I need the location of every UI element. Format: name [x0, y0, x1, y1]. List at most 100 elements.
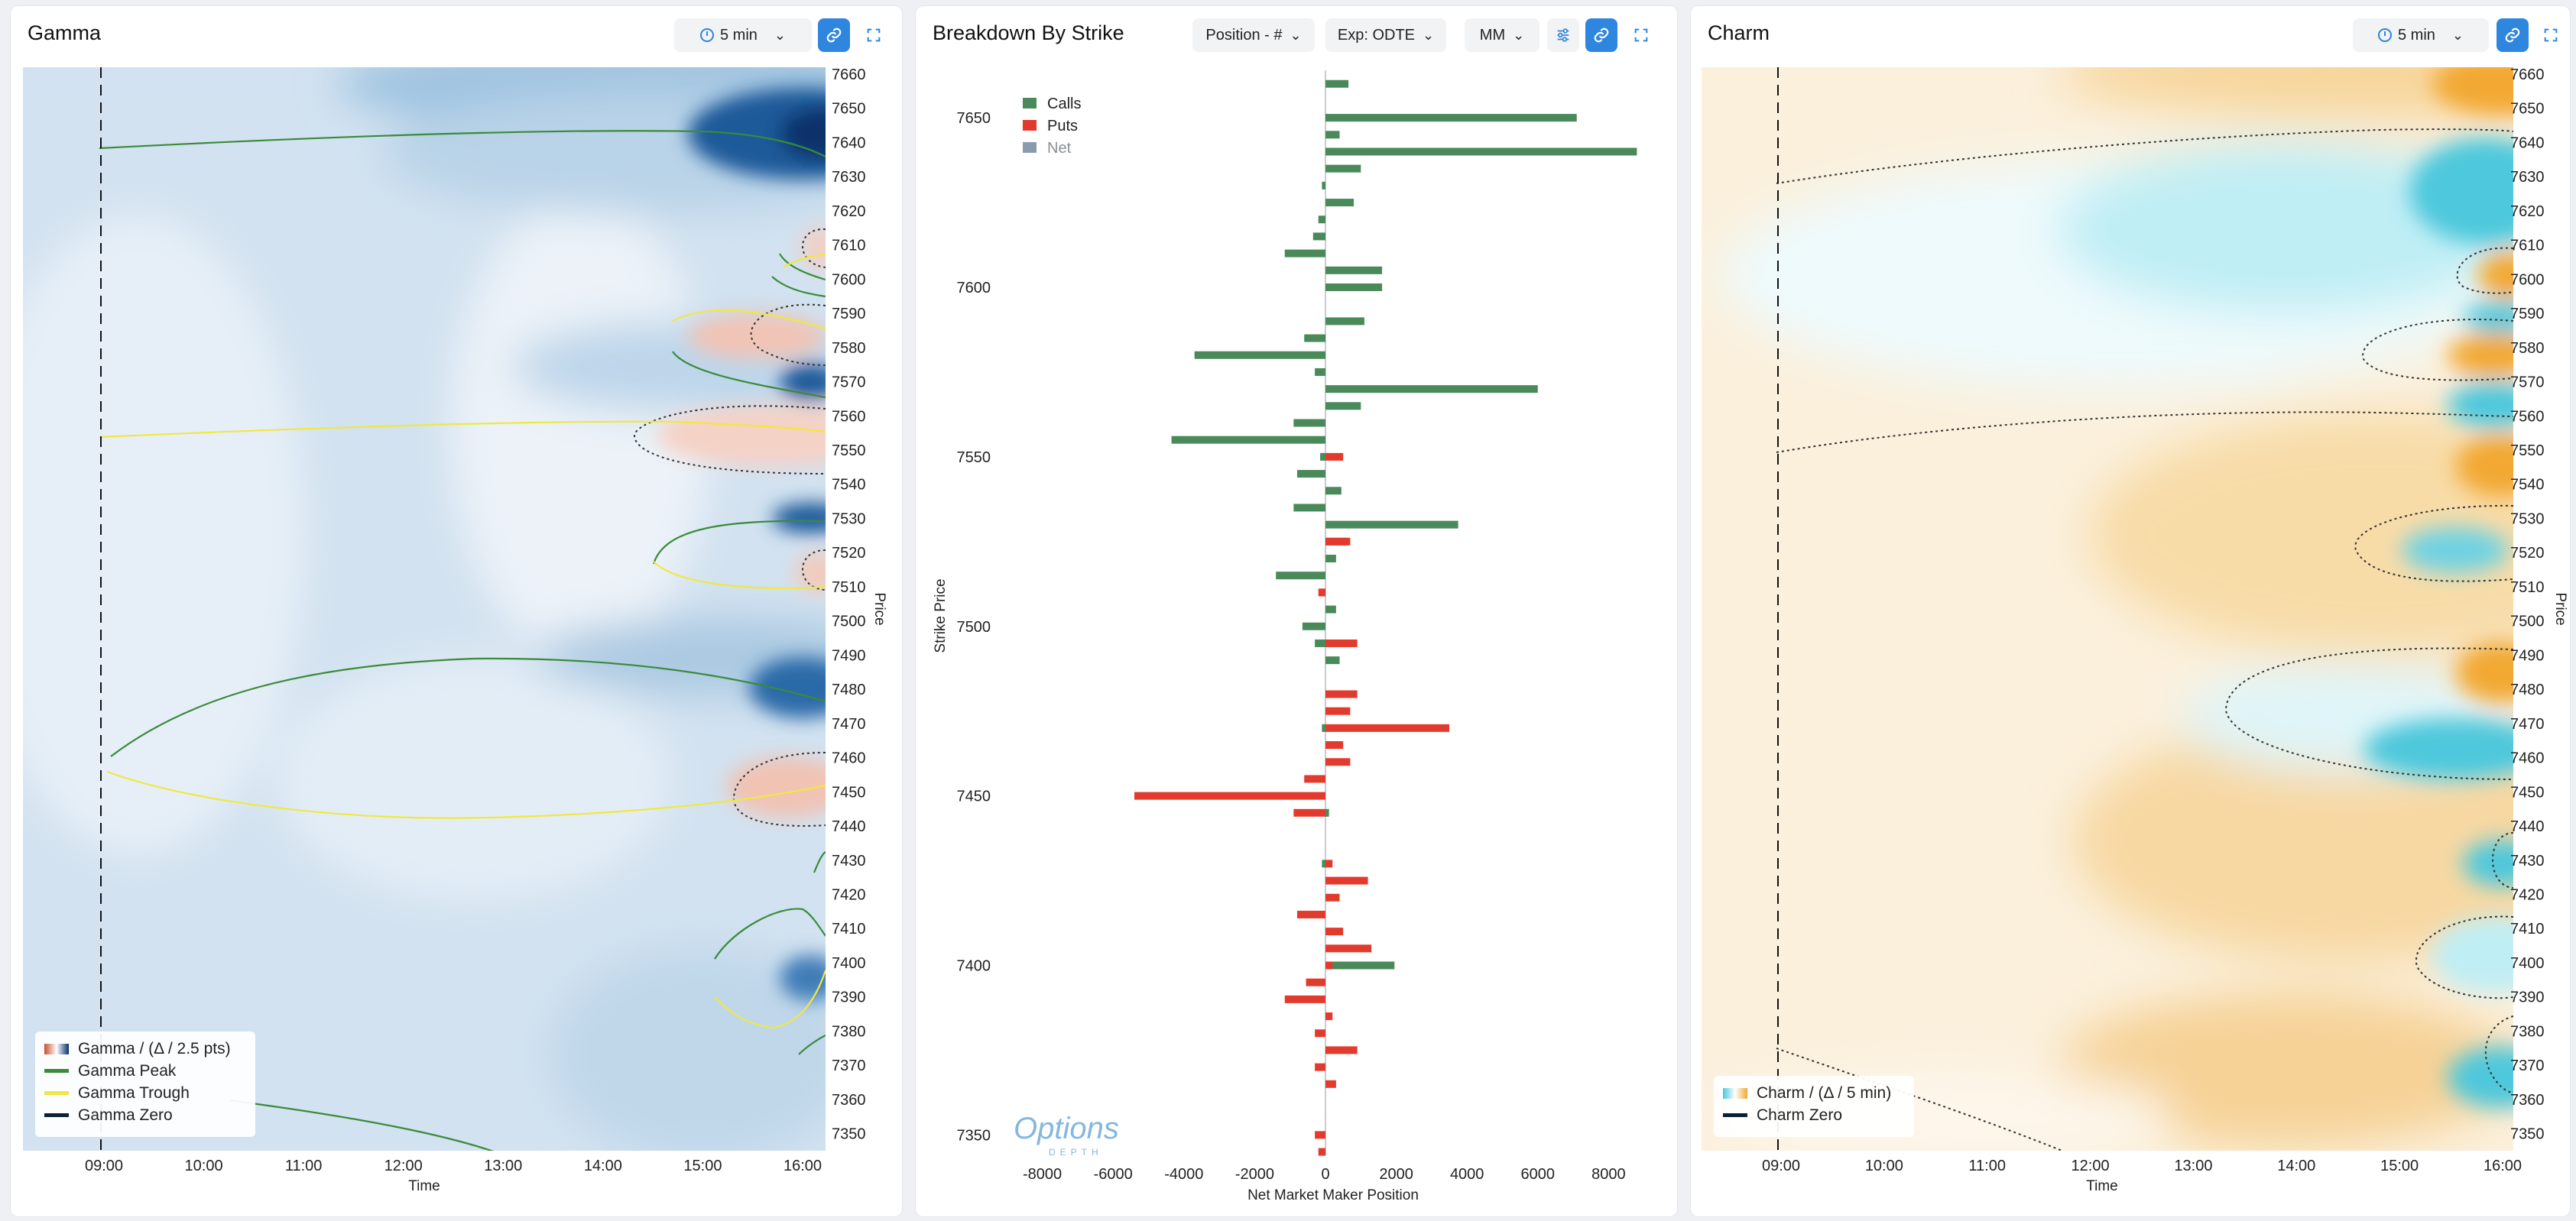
puts-bar[interactable] [1325, 639, 1358, 647]
calls-bar[interactable] [1325, 656, 1340, 665]
mm-select[interactable]: MM ⌄ [1465, 18, 1539, 52]
strike-tick-label: 7650 [957, 110, 991, 127]
calls-bar[interactable] [1325, 487, 1342, 495]
position-select[interactable]: Position - # ⌄ [1192, 18, 1315, 52]
puts-bar[interactable] [1325, 707, 1351, 715]
calls-bar[interactable] [1325, 131, 1340, 139]
gamma-heatmap [23, 67, 826, 1151]
calls-bar[interactable] [1325, 402, 1361, 410]
strike-tick-label: 7500 [957, 619, 991, 636]
calls-bar[interactable] [1325, 79, 1349, 88]
puts-bar[interactable] [1293, 808, 1325, 817]
strike-tick-label: 7550 [957, 449, 991, 466]
calls-bar[interactable] [1315, 639, 1325, 647]
calls-bar[interactable] [1325, 555, 1336, 562]
breakdown-expand-button[interactable] [1625, 18, 1657, 52]
calls-bar[interactable] [1325, 605, 1336, 614]
puts-bar[interactable] [1306, 978, 1325, 986]
calls-bar[interactable] [1318, 215, 1325, 224]
puts-bar[interactable] [1325, 1046, 1358, 1054]
puts-bar[interactable] [1318, 588, 1325, 597]
puts-bar[interactable] [1325, 961, 1333, 970]
charm-chart[interactable]: 7660 7650 7640 7630 7620 7610 7600 7590 7580 7570… [1691, 0, 2576, 1221]
charm-ytick-label: 7600 [2510, 271, 2545, 288]
legend-calls[interactable]: Calls [1047, 96, 1081, 112]
calls-bar[interactable] [1194, 351, 1325, 359]
charm-ytick-label: 7630 [2510, 169, 2545, 186]
calls-bar[interactable] [1320, 452, 1325, 461]
calls-bar[interactable] [1325, 808, 1329, 817]
calls-bar[interactable] [1325, 961, 1395, 970]
legend-puts[interactable]: Puts [1047, 118, 1078, 134]
puts-bar[interactable] [1325, 741, 1344, 750]
charm-ytick-label: 7490 [2510, 647, 2545, 664]
calls-bar[interactable] [1284, 249, 1325, 257]
calls-bar[interactable] [1325, 114, 1577, 122]
calls-bar[interactable] [1325, 317, 1364, 325]
calls-bar[interactable] [1293, 419, 1325, 427]
charm-ytick-label: 7560 [2510, 408, 2545, 425]
charm-xtick-label: 09:00 [1762, 1158, 1800, 1174]
chevron-down-icon: ⌄ [1423, 27, 1435, 43]
puts-bar[interactable] [1315, 1029, 1325, 1038]
calls-bar[interactable] [1325, 385, 1538, 394]
legend-net[interactable]: Net [1047, 140, 1072, 157]
puts-bar[interactable] [1296, 910, 1325, 918]
gamma-ytick-label: 7660 [832, 66, 866, 83]
gamma-legend-label: Gamma Trough [78, 1083, 190, 1102]
link-icon [826, 28, 842, 43]
gamma-interval-select[interactable]: 5 min ⌄ [674, 18, 812, 52]
puts-bar[interactable] [1325, 928, 1344, 936]
puts-bar[interactable] [1325, 860, 1333, 868]
chart-settings-button[interactable] [1547, 18, 1579, 52]
puts-bar[interactable] [1325, 537, 1351, 546]
puts-bar[interactable] [1315, 1063, 1325, 1071]
calls-bar[interactable] [1325, 164, 1361, 173]
gamma-link-button[interactable] [818, 18, 850, 52]
calls-bar[interactable] [1322, 860, 1325, 868]
calls-bar[interactable] [1325, 199, 1355, 207]
calls-bar[interactable] [1322, 181, 1325, 189]
puts-bar[interactable] [1304, 775, 1325, 783]
calls-bar[interactable] [1171, 436, 1325, 444]
puts-bar[interactable] [1134, 792, 1325, 800]
calls-bar[interactable] [1315, 368, 1325, 376]
expiration-select[interactable]: Exp: ODTE ⌄ [1325, 18, 1446, 52]
puts-bar[interactable] [1325, 1080, 1336, 1088]
calls-bar[interactable] [1302, 622, 1325, 630]
puts-bar[interactable] [1325, 690, 1358, 698]
puts-bar[interactable] [1325, 758, 1351, 766]
charm-interval-select[interactable]: 5 min ⌄ [2353, 18, 2489, 52]
puts-bar[interactable] [1325, 452, 1344, 461]
calls-bar[interactable] [1296, 470, 1325, 478]
calls-bar[interactable] [1325, 266, 1383, 274]
puts-bar[interactable] [1325, 724, 1450, 732]
puts-bar[interactable] [1325, 893, 1340, 902]
puts-bar[interactable] [1325, 1012, 1333, 1021]
breakdown-chart[interactable]: 7650 7600 7550 7500 7450 7400 7350 -8000 -6000 -… [0, 0, 1677, 1221]
gamma-expand-button[interactable] [858, 18, 890, 52]
calls-bar[interactable] [1325, 147, 1637, 156]
puts-bar[interactable] [1284, 995, 1325, 1003]
charm-expand-button[interactable] [2535, 18, 2567, 52]
expand-icon [867, 28, 881, 42]
puts-bar[interactable] [1315, 1131, 1325, 1139]
gamma-title: Gamma [28, 21, 102, 44]
calls-bar[interactable] [1322, 724, 1325, 732]
puts-bar[interactable] [1325, 944, 1372, 953]
gamma-chart[interactable]: 7660 7650 7640 7630 7620 7610 7600 7590 7580 7570… [0, 0, 902, 1221]
calls-bar[interactable] [1325, 520, 1458, 529]
charm-title: Charm [1708, 21, 1770, 44]
calls-bar[interactable] [1304, 334, 1325, 342]
gamma-legend-label: Gamma Zero [78, 1106, 173, 1124]
gamma-ytick-label: 7360 [832, 1092, 866, 1109]
calls-bar[interactable] [1325, 283, 1383, 291]
breakdown-link-button[interactable] [1585, 18, 1617, 52]
calls-bar[interactable] [1293, 504, 1325, 512]
puts-bar[interactable] [1325, 876, 1368, 885]
charm-legend-label: Charm / (Δ / 5 min) [1757, 1083, 1892, 1102]
calls-bar[interactable] [1276, 572, 1325, 580]
puts-bar[interactable] [1318, 1148, 1325, 1156]
calls-bar[interactable] [1312, 232, 1325, 241]
charm-link-button[interactable] [2497, 18, 2529, 52]
